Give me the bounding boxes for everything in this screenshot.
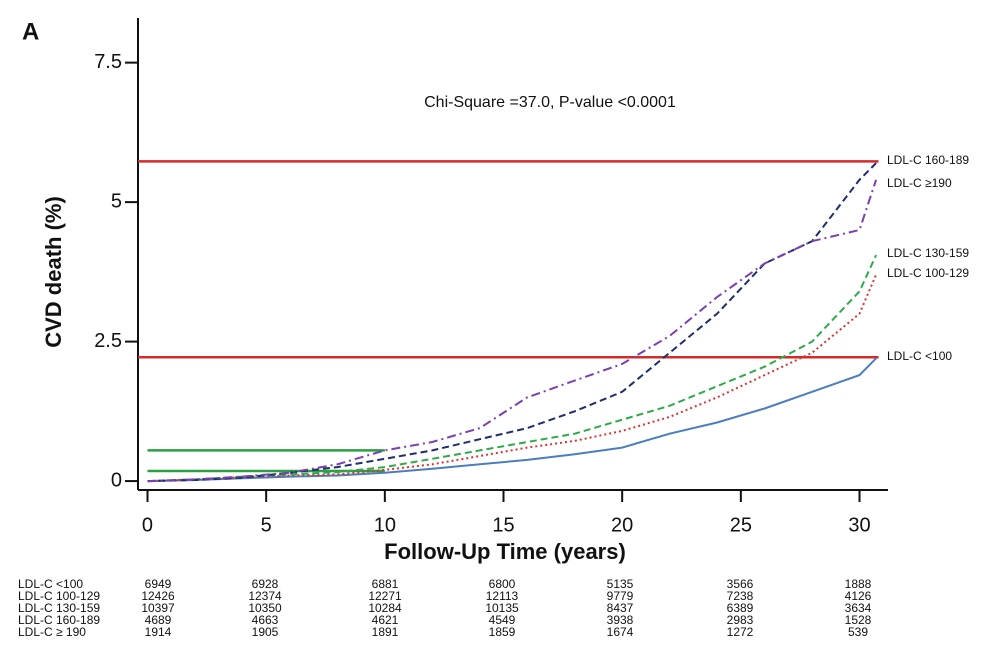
y-tick-label: 0 xyxy=(111,469,122,491)
risk-count: 9779 xyxy=(607,589,634,603)
risk-count: 4549 xyxy=(489,613,516,627)
risk-count: 2983 xyxy=(727,613,754,627)
legend-label: LDL-C 160-189 xyxy=(887,153,969,167)
x-tick-label: 0 xyxy=(142,514,153,536)
legend-label: LDL-C <100 xyxy=(887,349,952,363)
risk-count: 4689 xyxy=(145,613,172,627)
y-axis-label: CVD death (%) xyxy=(41,196,66,348)
series-line xyxy=(147,254,878,483)
y-tick-label: 2.5 xyxy=(94,330,122,352)
risk-count: 3634 xyxy=(845,601,872,615)
panel-label: A xyxy=(22,18,39,45)
risk-count: 3938 xyxy=(607,613,634,627)
risk-count: 1674 xyxy=(607,625,634,639)
x-tick-label: 25 xyxy=(730,514,752,536)
risk-count: 12374 xyxy=(248,589,282,603)
risk-count: 10350 xyxy=(248,601,282,615)
x-axis-label: Follow-Up Time (years) xyxy=(384,539,626,564)
risk-count: 1528 xyxy=(845,613,872,627)
risk-count: 539 xyxy=(848,625,868,639)
risk-count: 6881 xyxy=(372,577,399,591)
risk-count: 1888 xyxy=(845,577,872,591)
risk-count: 4621 xyxy=(372,613,399,627)
risk-row-label: LDL-C 130-159 xyxy=(18,601,100,615)
risk-count: 1914 xyxy=(145,625,172,639)
risk-count: 1905 xyxy=(252,625,279,639)
risk-count: 4663 xyxy=(252,613,279,627)
risk-count: 10284 xyxy=(368,601,402,615)
risk-count: 5135 xyxy=(607,577,634,591)
risk-count: 12271 xyxy=(368,589,402,603)
risk-row-label: LDL-C <100 xyxy=(18,577,83,591)
legend-label: LDL-C 100-129 xyxy=(887,266,969,280)
legend-label: LDL-C 130-159 xyxy=(887,246,969,260)
x-tick-label: 20 xyxy=(611,514,633,536)
x-tick-label: 5 xyxy=(261,514,272,536)
risk-count: 1859 xyxy=(489,625,516,639)
series-line xyxy=(147,357,877,483)
x-tick-label: 15 xyxy=(492,514,514,536)
risk-count: 6389 xyxy=(727,601,754,615)
annotation: Chi-Square =37.0, P-value <0.0001 xyxy=(424,94,676,111)
risk-count: 3566 xyxy=(727,577,754,591)
risk-count: 7238 xyxy=(727,589,754,603)
risk-row-label: LDL-C 100-129 xyxy=(18,589,100,603)
legend-label: LDL-C ≥190 xyxy=(887,176,952,190)
risk-count: 1891 xyxy=(372,625,399,639)
risk-row-label: LDL-C 160-189 xyxy=(18,613,100,627)
risk-count: 10135 xyxy=(485,601,519,615)
risk-count: 6949 xyxy=(145,577,172,591)
risk-count: 1272 xyxy=(727,625,754,639)
risk-count: 12426 xyxy=(141,589,175,603)
risk-row-label: LDL-C ≥ 190 xyxy=(18,625,86,639)
x-tick-label: 10 xyxy=(374,514,396,536)
series-line xyxy=(147,179,878,483)
x-tick-label: 30 xyxy=(848,514,870,536)
risk-count: 10397 xyxy=(141,601,175,615)
risk-count: 4126 xyxy=(845,589,872,603)
risk-count: 6800 xyxy=(489,577,516,591)
series-line xyxy=(147,162,877,483)
risk-count: 6928 xyxy=(252,577,279,591)
y-tick-label: 5 xyxy=(111,190,122,212)
risk-count: 12113 xyxy=(486,589,519,603)
risk-count: 8437 xyxy=(607,601,634,615)
y-tick-label: 7.5 xyxy=(94,51,122,73)
